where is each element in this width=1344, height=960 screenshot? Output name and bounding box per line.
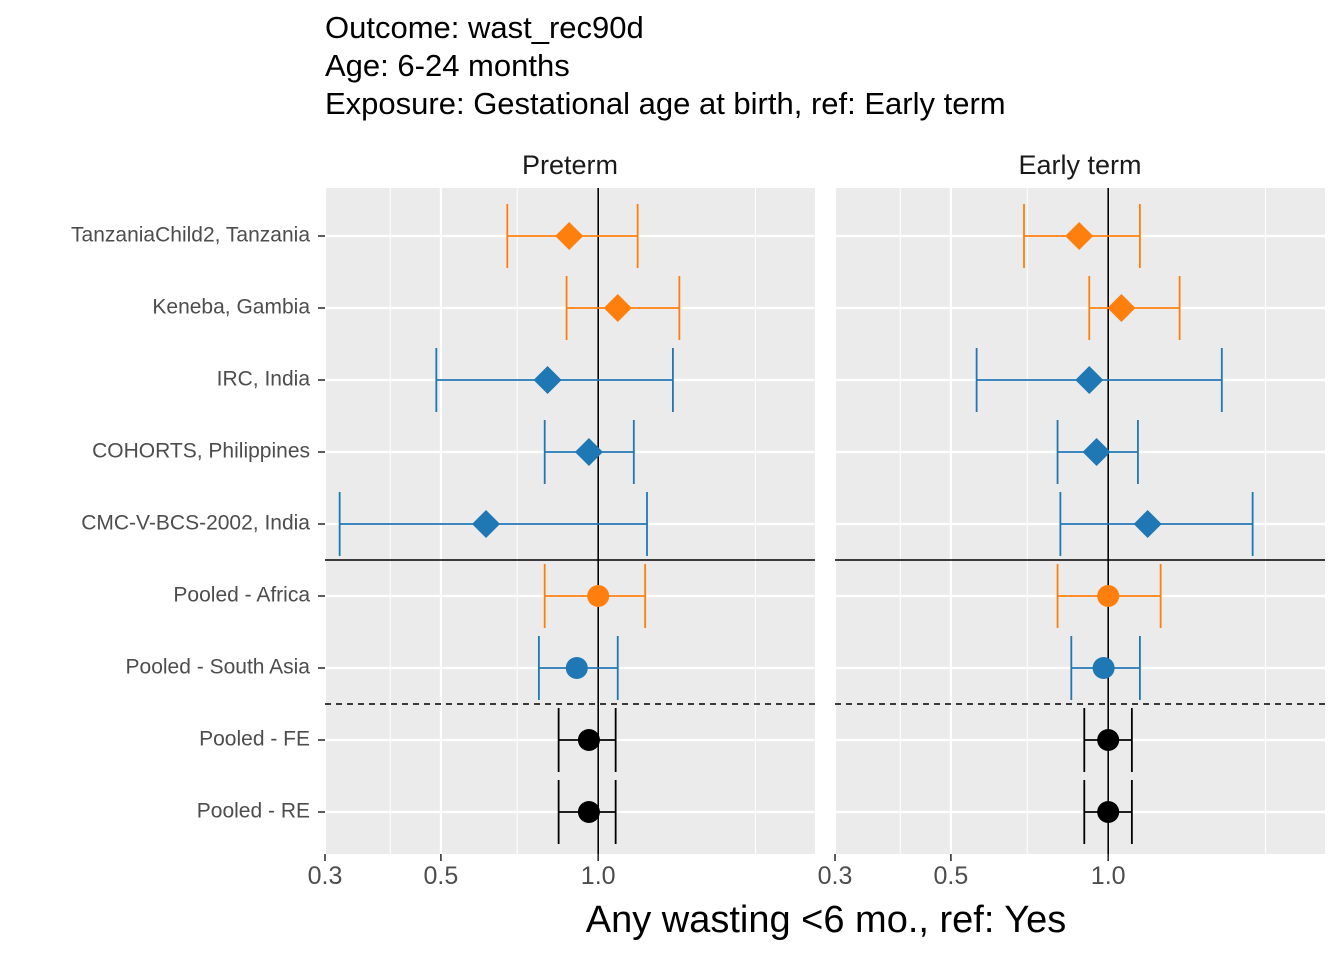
y-tick-label: Pooled - FE — [199, 728, 310, 751]
point-estimate — [533, 366, 562, 394]
y-tick-label: IRC, India — [217, 368, 311, 391]
point-estimate — [1065, 222, 1094, 250]
x-axis-title: Any wasting <6 mo., ref: Yes — [586, 899, 1067, 941]
x-tick-label: 0.3 — [818, 862, 853, 890]
y-tick-label: Pooled - Africa — [173, 584, 310, 607]
y-tick-label: TanzaniaChild2, Tanzania — [71, 224, 310, 247]
x-tick-label: 0.5 — [934, 862, 969, 890]
panel-background — [835, 188, 1325, 854]
point-estimate — [565, 657, 588, 679]
point-estimate — [1092, 657, 1115, 679]
title-outcome: Outcome: wast_rec90d — [325, 10, 644, 45]
point-estimate — [1133, 510, 1162, 538]
point-estimate — [1075, 366, 1104, 394]
point-estimate — [574, 438, 603, 466]
facet-label: Early term — [1018, 150, 1141, 180]
point-estimate — [577, 801, 600, 823]
point-estimate — [577, 729, 600, 751]
x-tick-label: 0.5 — [424, 862, 459, 890]
y-tick-label: CMC-V-BCS-2002, India — [81, 512, 310, 535]
x-tick-label: 0.3 — [308, 862, 343, 890]
y-tick-label: Pooled - South Asia — [126, 656, 311, 679]
point-estimate — [603, 294, 632, 322]
point-estimate — [1097, 729, 1120, 751]
point-estimate — [1097, 801, 1120, 823]
point-estimate — [472, 510, 501, 538]
title-age: Age: 6-24 months — [325, 48, 570, 83]
facet-label: Preterm — [522, 150, 618, 180]
x-tick-label: 1.0 — [581, 862, 616, 890]
point-estimate — [1107, 294, 1136, 322]
y-tick-label: Pooled - RE — [197, 800, 310, 823]
point-estimate — [587, 585, 610, 607]
y-tick-label: Keneba, Gambia — [152, 296, 310, 319]
y-tick-label: COHORTS, Philippines — [92, 440, 310, 463]
point-estimate — [1097, 585, 1120, 607]
x-tick-label: 1.0 — [1091, 862, 1126, 890]
point-estimate — [1082, 438, 1111, 466]
title-exposure: Exposure: Gestational age at birth, ref:… — [325, 86, 1006, 121]
panel-background — [325, 188, 815, 854]
point-estimate — [555, 222, 584, 250]
